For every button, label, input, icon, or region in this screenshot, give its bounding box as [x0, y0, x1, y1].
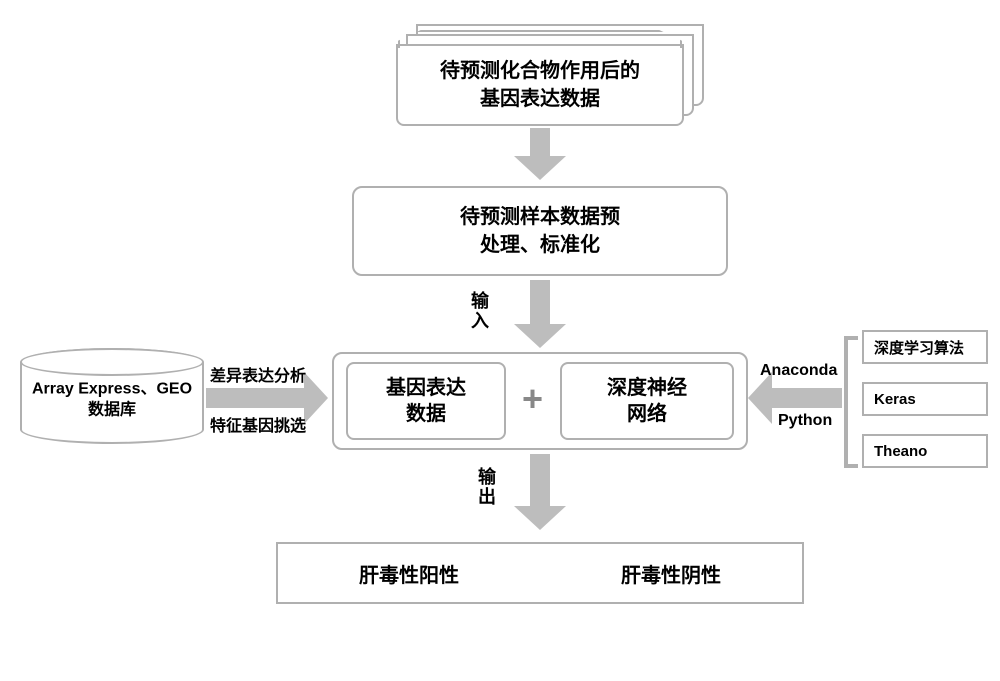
arrow-3-body [530, 454, 550, 506]
doc-stack-front: 待预测化合物作用后的 基因表达数据 [396, 44, 684, 126]
arrow-1-head [514, 156, 566, 180]
arrow-left-head [304, 372, 328, 424]
arrow-2-head [514, 324, 566, 348]
arrow-right-label1: Anaconda [760, 362, 837, 380]
result-box: 肝毒性阳性 肝毒性阴性 [276, 542, 804, 604]
input-label: 输入 [460, 292, 500, 332]
arrow-right-label2: Python [778, 412, 832, 430]
tool-box-2: Theano [862, 434, 988, 468]
database-cylinder: Array Express、GEO 数据库 [20, 348, 204, 444]
core-left-box: 基因表达 数据 [346, 362, 506, 440]
tools-bracket [844, 336, 858, 468]
arrow-2-body [530, 280, 550, 324]
tool-box-1: Keras [862, 382, 988, 416]
result-positive: 肝毒性阳性 [359, 559, 459, 588]
core-plus: + [522, 378, 543, 420]
output-label: 输出 [478, 468, 496, 508]
tool-label-1: Keras [874, 391, 916, 408]
arrow-left-label1: 差异表达分析 [210, 362, 306, 386]
preprocess-box: 待预测样本数据预 处理、标准化 [352, 186, 728, 276]
doc-stack-text: 待预测化合物作用后的 基因表达数据 [440, 57, 640, 113]
arrow-left-body [206, 388, 304, 408]
arrow-3-head [514, 506, 566, 530]
tool-label-2: Theano [874, 443, 927, 460]
core-right-box: 深度神经 网络 [560, 362, 734, 440]
arrow-1-body [530, 128, 550, 156]
tool-box-0: 深度学习算法 [862, 330, 988, 364]
tool-label-0: 深度学习算法 [874, 337, 964, 358]
database-label: Array Express、GEO 数据库 [22, 379, 202, 421]
result-negative: 肝毒性阴性 [621, 559, 721, 588]
arrow-left-label2: 特征基因挑选 [210, 412, 306, 436]
preprocess-text: 待预测样本数据预 处理、标准化 [460, 203, 620, 259]
arrow-right-body [772, 388, 842, 408]
